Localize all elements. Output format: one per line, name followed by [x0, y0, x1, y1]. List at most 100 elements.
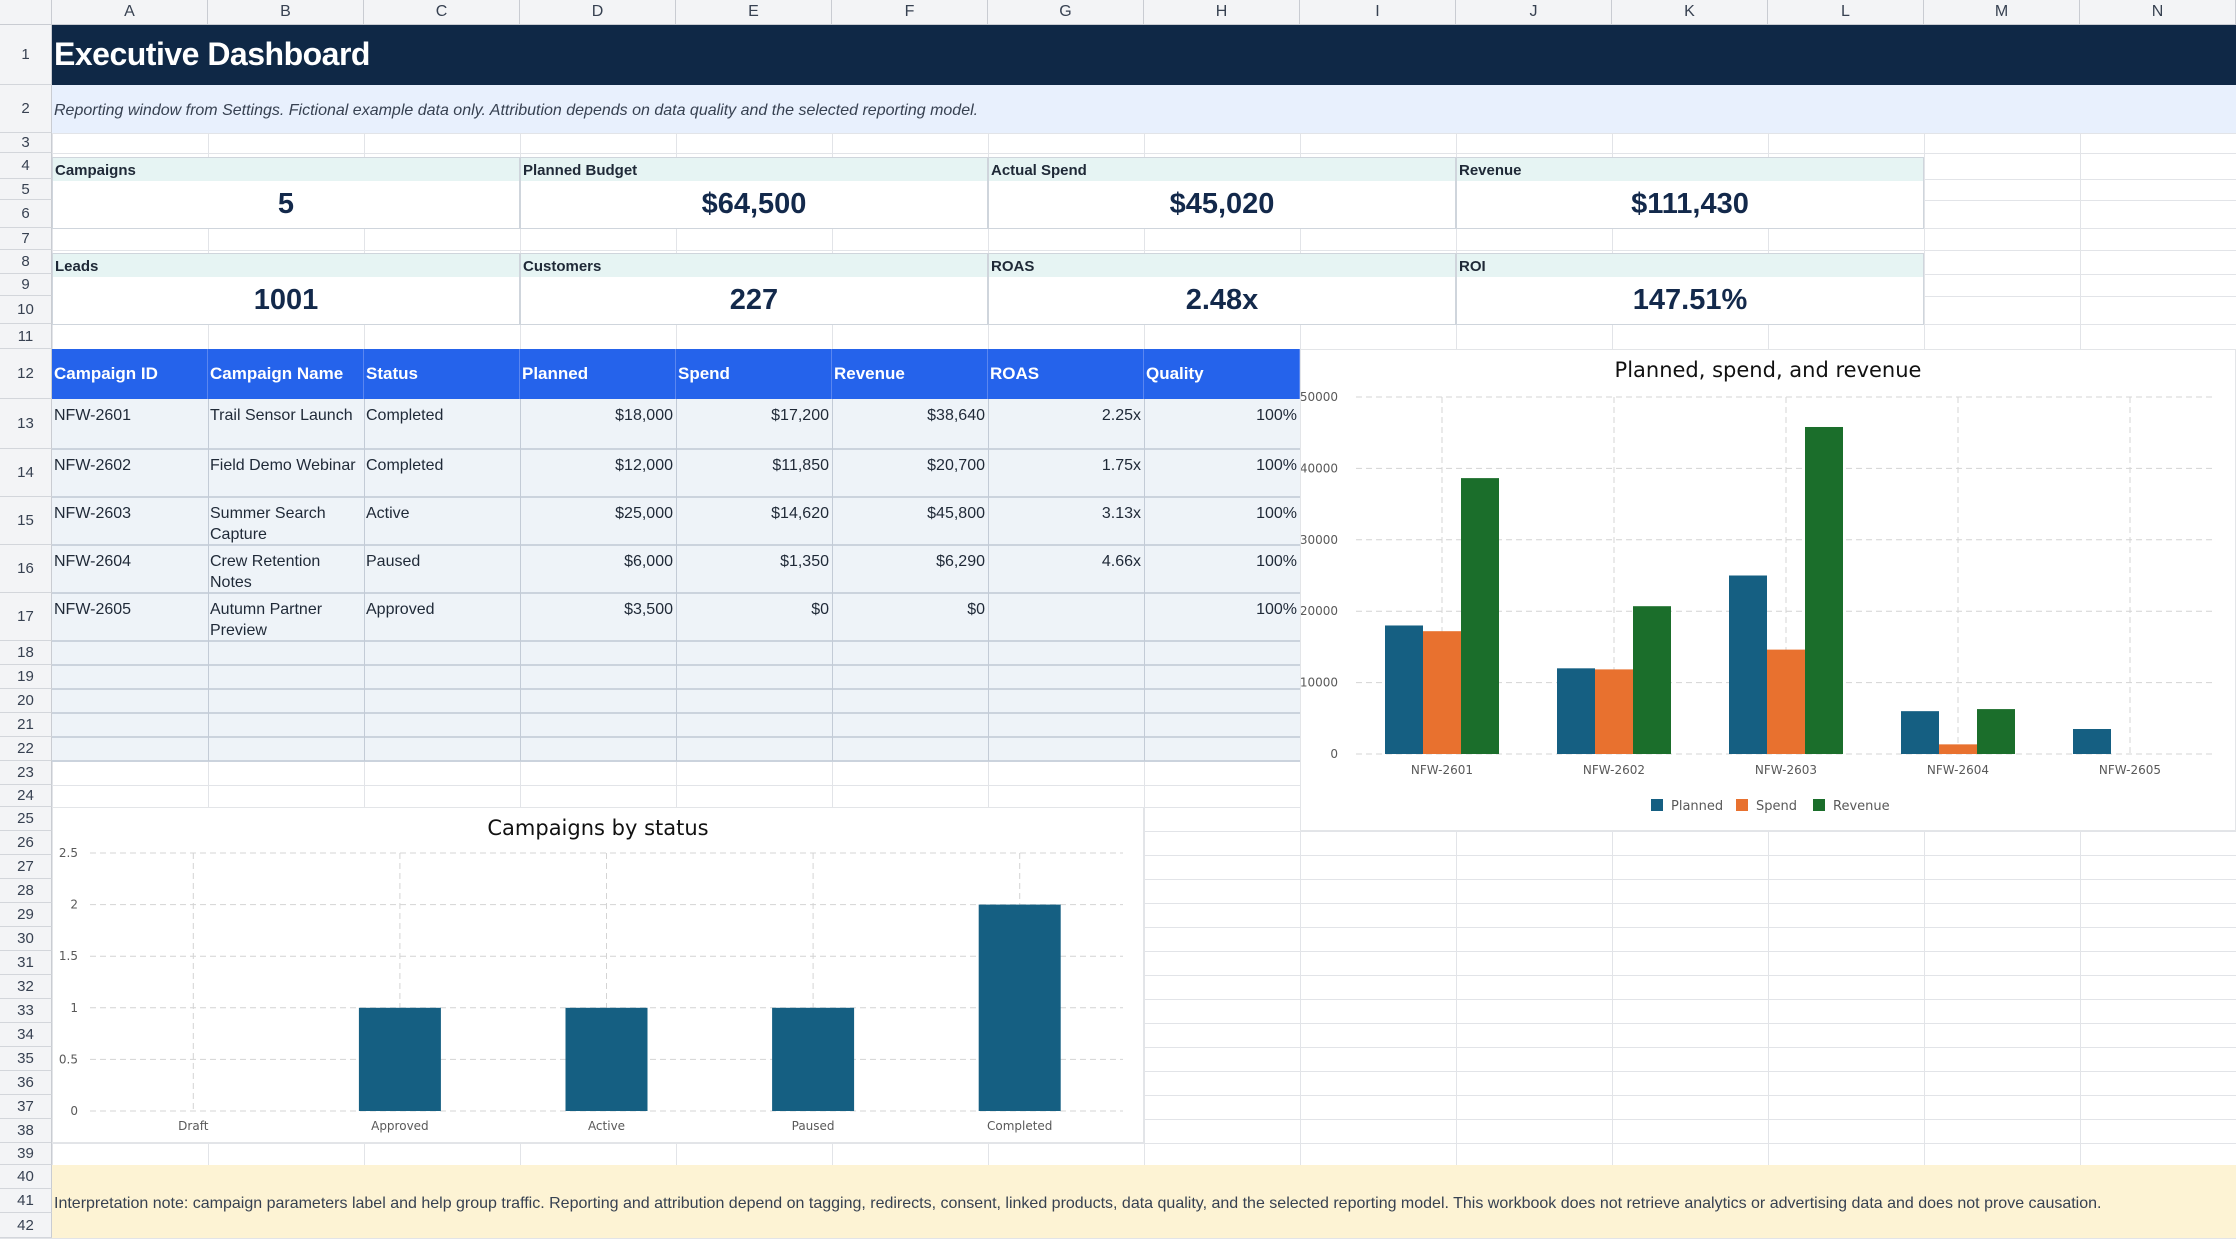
table-cell[interactable] — [988, 593, 1144, 641]
row-header-1[interactable]: 1 — [0, 25, 52, 85]
row-header-33[interactable]: 33 — [0, 999, 52, 1023]
table-cell[interactable]: Approved — [366, 601, 435, 618]
row-header-29[interactable]: 29 — [0, 903, 52, 927]
table-cell[interactable]: $14,620 — [771, 505, 829, 522]
table-cell[interactable]: Crew Retention Notes — [210, 553, 321, 591]
column-header-e[interactable]: E — [676, 0, 832, 25]
row-header-9[interactable]: 9 — [0, 274, 52, 296]
column-header-revenue[interactable]: Revenue — [832, 349, 988, 399]
table-cell[interactable]: $3,500 — [624, 601, 673, 618]
row-header-42[interactable]: 42 — [0, 1213, 52, 1238]
row-header-31[interactable]: 31 — [0, 951, 52, 975]
row-header-8[interactable]: 8 — [0, 250, 52, 274]
row-header-6[interactable]: 6 — [0, 200, 52, 228]
row-header-5[interactable]: 5 — [0, 179, 52, 200]
row-header-25[interactable]: 25 — [0, 807, 52, 831]
row-header-13[interactable]: 13 — [0, 399, 52, 449]
column-header-campaign-id[interactable]: Campaign ID — [52, 349, 208, 399]
table-cell[interactable]: NFW-2603 — [54, 505, 132, 522]
column-header-m[interactable]: M — [1924, 0, 2080, 25]
row-header-39[interactable]: 39 — [0, 1143, 52, 1165]
table-cell[interactable]: 100% — [1256, 457, 1297, 474]
table-cell[interactable]: $1,350 — [780, 553, 829, 570]
row-header-35[interactable]: 35 — [0, 1047, 52, 1071]
row-header-10[interactable]: 10 — [0, 296, 52, 324]
table-cell[interactable]: Field Demo Webinar — [210, 457, 356, 474]
row-header-32[interactable]: 32 — [0, 975, 52, 999]
select-all-corner[interactable] — [0, 0, 52, 25]
column-header-a[interactable]: A — [52, 0, 208, 25]
table-cell[interactable]: $38,640 — [927, 407, 985, 424]
table-cell[interactable]: $18,000 — [615, 407, 673, 424]
row-header-36[interactable]: 36 — [0, 1071, 52, 1095]
table-cell[interactable]: 100% — [1256, 553, 1297, 570]
column-header-f[interactable]: F — [832, 0, 988, 25]
table-cell[interactable]: $6,290 — [936, 553, 985, 570]
table-cell[interactable]: Completed — [366, 407, 444, 424]
row-header-27[interactable]: 27 — [0, 855, 52, 879]
table-cell[interactable]: $6,000 — [624, 553, 673, 570]
table-cell[interactable]: NFW-2604 — [54, 553, 132, 570]
row-header-19[interactable]: 19 — [0, 665, 52, 689]
spend-revenue-chart[interactable]: Planned, spend, and revenue 0 10000 20000 3… — [1300, 349, 2236, 831]
row-header-37[interactable]: 37 — [0, 1095, 52, 1119]
row-header-40[interactable]: 40 — [0, 1165, 52, 1189]
row-header-18[interactable]: 18 — [0, 641, 52, 665]
table-cell[interactable]: 100% — [1256, 505, 1297, 522]
table-cell[interactable]: Active — [366, 505, 410, 522]
row-header-2[interactable]: 2 — [0, 85, 52, 133]
column-header-n[interactable]: N — [2080, 0, 2236, 25]
column-header-k[interactable]: K — [1612, 0, 1768, 25]
row-header-41[interactable]: 41 — [0, 1189, 52, 1213]
column-header-spend[interactable]: Spend — [676, 349, 832, 399]
row-header-3[interactable]: 3 — [0, 133, 52, 153]
table-cell[interactable]: 100% — [1256, 407, 1297, 424]
column-header-j[interactable]: J — [1456, 0, 1612, 25]
table-cell[interactable]: Summer Search Capture — [210, 505, 326, 543]
row-header-17[interactable]: 17 — [0, 593, 52, 641]
table-cell[interactable]: 4.66x — [1101, 553, 1141, 570]
table-cell[interactable]: NFW-2605 — [54, 601, 132, 618]
table-cell[interactable]: $0 — [811, 601, 829, 618]
row-header-30[interactable]: 30 — [0, 927, 52, 951]
row-header-7[interactable]: 7 — [0, 228, 52, 250]
row-header-11[interactable]: 11 — [0, 324, 52, 349]
row-header-12[interactable]: 12 — [0, 349, 52, 399]
table-cell[interactable]: $45,800 — [927, 505, 985, 522]
row-header-20[interactable]: 20 — [0, 689, 52, 713]
row-header-38[interactable]: 38 — [0, 1119, 52, 1143]
column-header-i[interactable]: I — [1300, 0, 1456, 25]
row-header-23[interactable]: 23 — [0, 761, 52, 785]
column-header-planned[interactable]: Planned — [520, 349, 676, 399]
table-cell[interactable]: Completed — [366, 457, 444, 474]
row-header-14[interactable]: 14 — [0, 449, 52, 497]
column-header-d[interactable]: D — [520, 0, 676, 25]
column-header-c[interactable]: C — [364, 0, 520, 25]
table-cell[interactable]: $11,850 — [772, 457, 829, 474]
column-header-roas[interactable]: ROAS — [988, 349, 1144, 399]
column-header-quality[interactable]: Quality — [1144, 349, 1300, 399]
row-header-24[interactable]: 24 — [0, 785, 52, 807]
table-cell[interactable]: $20,700 — [927, 457, 985, 474]
row-header-16[interactable]: 16 — [0, 545, 52, 593]
row-header-21[interactable]: 21 — [0, 713, 52, 737]
table-cell[interactable]: 1.75x — [1101, 457, 1141, 474]
column-header-h[interactable]: H — [1144, 0, 1300, 25]
column-header-g[interactable]: G — [988, 0, 1144, 25]
row-header-22[interactable]: 22 — [0, 737, 52, 761]
column-header-status[interactable]: Status — [364, 349, 520, 399]
table-cell[interactable]: NFW-2601 — [54, 407, 132, 424]
table-cell[interactable]: $0 — [967, 601, 985, 618]
table-cell[interactable]: 3.13x — [1101, 505, 1141, 522]
table-cell[interactable]: 2.25x — [1101, 407, 1141, 424]
row-header-28[interactable]: 28 — [0, 879, 52, 903]
table-cell[interactable]: $25,000 — [615, 505, 673, 522]
table-cell[interactable]: NFW-2602 — [54, 457, 132, 474]
status-chart[interactable]: Campaigns by status 0 0.5 1 1.5 2 2.5 Draft App… — [52, 807, 1144, 1143]
table-cell[interactable]: Trail Sensor Launch — [210, 407, 353, 424]
table-cell[interactable]: Autumn Partner Preview — [210, 601, 323, 639]
row-header-15[interactable]: 15 — [0, 497, 52, 545]
table-cell[interactable]: Paused — [366, 553, 421, 570]
row-header-26[interactable]: 26 — [0, 831, 52, 855]
table-cell[interactable]: $17,200 — [771, 407, 829, 424]
